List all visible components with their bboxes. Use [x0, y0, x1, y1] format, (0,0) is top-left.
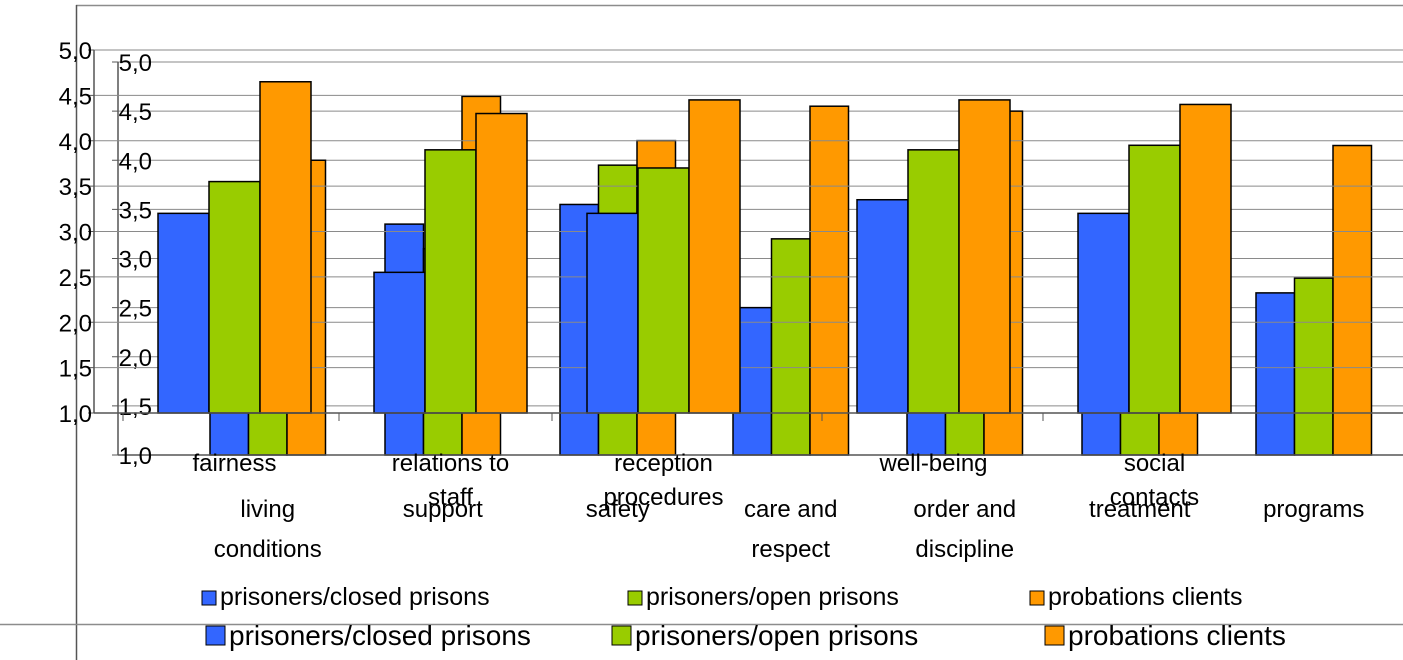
legend-label-probation: probations clients — [1048, 583, 1243, 611]
legend-label-open: prisoners/open prisons — [646, 583, 899, 611]
bar-open — [770, 238, 811, 456]
legend-label-open: prisoners/open prisons — [635, 620, 918, 651]
y-tick-label: 2,0 — [59, 310, 92, 337]
category-label-line: contacts — [1110, 484, 1199, 511]
bar-closed — [1255, 292, 1296, 456]
front-legend: prisoners/closed prisons prisoners/open p… — [201, 583, 1243, 611]
y-tick-label: 4,5 — [119, 99, 152, 126]
category-label-line: procedures — [603, 484, 723, 511]
y-tick-label: 1,5 — [119, 394, 152, 421]
y-tick-label: 2,5 — [119, 296, 152, 323]
category-label-line: care and — [744, 496, 837, 523]
category-label-line: fairness — [192, 450, 276, 477]
category-label-line: discipline — [915, 536, 1014, 563]
category-label-line: programs — [1263, 496, 1364, 523]
bar-open — [637, 167, 690, 414]
category-label: order and discipline — [913, 496, 1016, 563]
y-tick-label: 4,0 — [59, 129, 92, 156]
y-tick-label: 5,0 — [59, 38, 92, 65]
category-label: fairness — [192, 450, 276, 477]
y-tick-label: 4,0 — [119, 148, 152, 175]
y-tick-label: 4,5 — [59, 83, 92, 110]
bar-open — [1128, 144, 1181, 414]
category-label-line: social — [1124, 450, 1185, 477]
bar-open — [1293, 277, 1334, 456]
bar-probation — [1332, 144, 1373, 456]
category-label: treatment — [1089, 496, 1191, 523]
legend-swatch-probation — [1044, 625, 1065, 646]
legend-swatch-open — [611, 625, 632, 646]
category-label-line: well-being — [878, 450, 987, 477]
bar-probation — [259, 81, 312, 414]
bar-closed — [856, 198, 909, 414]
category-label-line: staff — [428, 484, 473, 511]
front-axis — [88, 49, 1403, 421]
bar-closed — [586, 212, 639, 414]
category-label-line: order and — [913, 496, 1016, 523]
legend-swatch-open — [627, 590, 643, 606]
y-tick-label: 3,5 — [119, 197, 152, 224]
bar-probation — [475, 112, 528, 414]
chart-front-layer: 1,0 1,5 2,0 2,5 3,0 3,5 4,0 4,5 5,0 fairness rela… — [59, 38, 1403, 611]
back-legend: prisoners/closed prisons prisoners/open p… — [205, 620, 1286, 651]
bar-probation — [809, 105, 850, 456]
category-label: reception procedures — [603, 450, 723, 511]
y-tick-label: 3,5 — [59, 174, 92, 201]
category-label: care and respect — [744, 496, 837, 563]
category-label-line: treatment — [1089, 496, 1191, 523]
bar-probation — [958, 99, 1011, 414]
bar-probation — [688, 99, 741, 414]
y-tick-label: 1,0 — [59, 401, 92, 428]
front-bars — [157, 81, 1232, 414]
legend-swatch-probation — [1029, 590, 1045, 606]
category-label: support — [403, 496, 483, 523]
legend-label-closed: prisoners/closed prisons — [220, 583, 490, 611]
category-label: well-being — [878, 450, 987, 477]
legend-label-closed: prisoners/closed prisons — [229, 620, 531, 651]
category-label: safety — [586, 496, 650, 523]
y-tick-label: 2,5 — [59, 265, 92, 292]
category-label-line: living — [240, 496, 295, 523]
category-label: living conditions — [214, 496, 322, 563]
legend-swatch-closed — [201, 590, 217, 606]
category-label-line: reception — [614, 450, 713, 477]
bar-open — [208, 180, 261, 414]
bar-closed — [373, 271, 426, 414]
y-tick-label: 3,0 — [59, 220, 92, 247]
y-tick-label: 1,0 — [119, 443, 152, 470]
category-label: social contacts — [1110, 450, 1199, 511]
category-label-line: conditions — [214, 536, 322, 563]
bar-closed — [157, 212, 210, 414]
category-label-line: respect — [751, 536, 830, 563]
category-label-line: relations to — [392, 450, 509, 477]
category-label-line: safety — [586, 496, 650, 523]
bar-open — [424, 149, 477, 414]
bar-open — [907, 149, 960, 414]
category-label: programs — [1263, 496, 1364, 523]
bar-probation — [1179, 103, 1232, 414]
category-label: relations to staff — [392, 450, 509, 511]
y-tick-label: 3,0 — [119, 247, 152, 274]
category-label-line: support — [403, 496, 483, 523]
legend-label-probation: probations clients — [1068, 620, 1286, 651]
y-tick-label: 1,5 — [59, 356, 92, 383]
bar-closed — [1077, 212, 1130, 414]
y-tick-label: 5,0 — [119, 50, 152, 77]
front-category-labels: fairness relations to staff reception proced… — [192, 450, 1199, 511]
back-category-labels: living conditions support safety care and res… — [214, 496, 1365, 563]
front-y-tick-labels: 1,0 1,5 2,0 2,5 3,0 3,5 4,0 4,5 5,0 — [59, 38, 92, 428]
back-y-tick-labels: 1,01,52,02,53,03,54,04,55,0 — [119, 50, 152, 470]
legend-swatch-closed — [205, 625, 226, 646]
back-axis — [112, 61, 1403, 456]
